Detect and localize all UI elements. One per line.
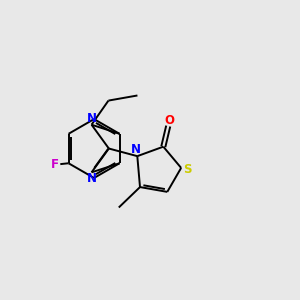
Text: N: N [87,172,97,185]
Text: N: N [131,143,141,156]
Text: N: N [87,112,97,125]
Text: F: F [51,158,59,171]
Text: O: O [164,114,174,127]
Text: S: S [183,163,192,176]
